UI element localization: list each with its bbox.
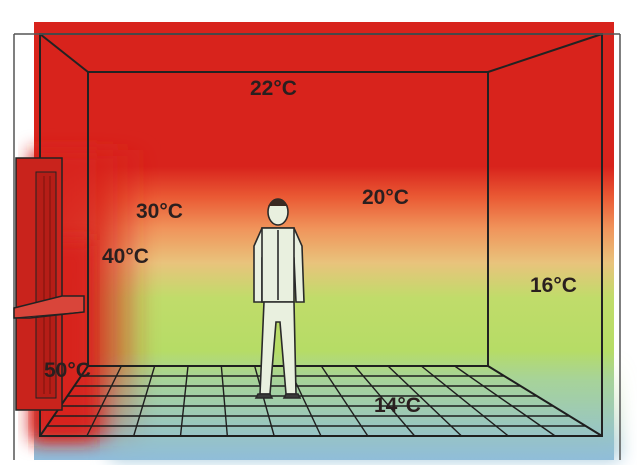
near-heater-mid-temp-label: 40°C [102,245,149,268]
ceiling-temp-label: 22°C [250,77,297,100]
floor-temp-label: 14°C [374,394,421,417]
near-heater-high-temp-label: 30°C [136,200,183,223]
upper-room-temp-label: 20°C [362,186,409,209]
right-wall-temp-label: 16°C [530,274,577,297]
heater-temp-label: 50°C [44,359,91,382]
